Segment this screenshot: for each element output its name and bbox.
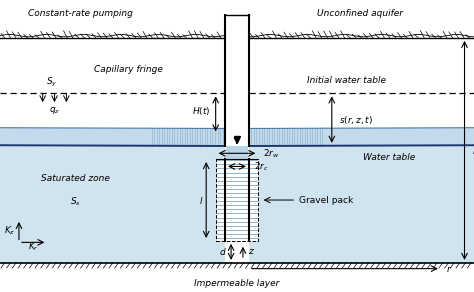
Bar [226,146,248,159]
Text: $r$: $r$ [446,264,452,274]
Text: $l$: $l$ [200,194,204,206]
Text: $S_s$: $S_s$ [71,195,81,208]
Text: Water table: Water table [363,153,415,162]
Text: $2r_c$: $2r_c$ [254,160,268,173]
Text: $K_r$: $K_r$ [28,241,38,253]
Polygon shape [0,128,225,146]
Polygon shape [249,145,474,263]
Text: Unconfined aquifer: Unconfined aquifer [317,8,403,18]
Text: Impermeable layer: Impermeable layer [194,279,280,288]
Text: $b$: $b$ [472,145,474,156]
Polygon shape [0,145,225,263]
Text: $d$: $d$ [219,246,226,257]
Text: $2r_w$: $2r_w$ [263,147,280,159]
Text: Saturated zone: Saturated zone [41,174,110,183]
Bar [225,38,249,146]
Text: $s(r,z,t)$: $s(r,z,t)$ [339,114,373,126]
Text: $S_y$: $S_y$ [46,76,58,89]
Text: Constant-rate pumping: Constant-rate pumping [28,8,133,18]
Text: $H(t)$: $H(t)$ [192,105,211,117]
Text: Capillary fringe: Capillary fringe [93,65,163,74]
Text: $K_z$: $K_z$ [4,225,15,237]
Text: $z$: $z$ [247,247,255,256]
Text: $q_z$: $q_z$ [49,105,60,117]
Text: Gravel pack: Gravel pack [299,196,353,204]
Polygon shape [249,128,474,146]
Bar [216,159,258,241]
Text: Initial water table: Initial water table [307,76,385,85]
